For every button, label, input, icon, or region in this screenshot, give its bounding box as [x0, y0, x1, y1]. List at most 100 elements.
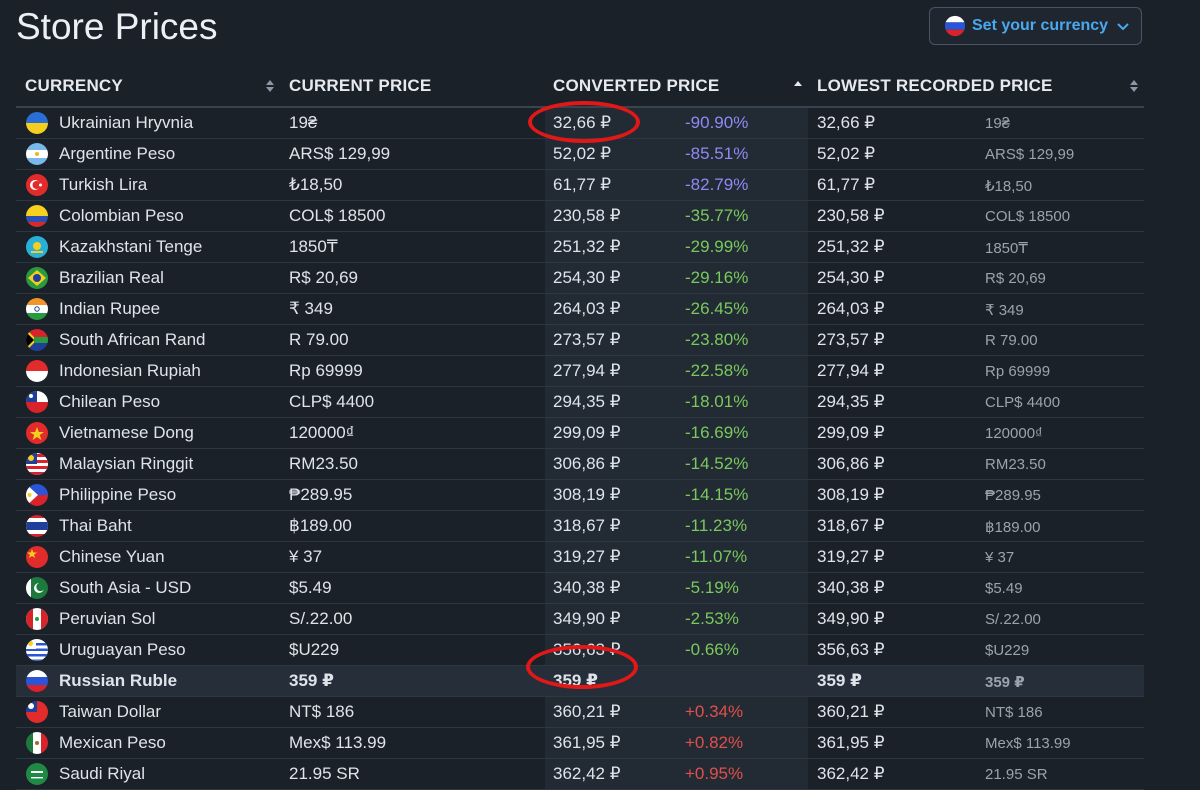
lowest-recorded-price: 251,32 ₽: [817, 237, 885, 256]
table-row[interactable]: Ukrainian Hryvnia 19₴ 32,66 ₽ -90.90% 32,66 …: [16, 108, 1144, 139]
converted-price: 362,42 ₽: [553, 764, 621, 783]
price-difference: +0.95%: [685, 764, 744, 783]
table-row[interactable]: Vietnamese Dong 120000₫ 299,09 ₽ -16.69% 299…: [16, 418, 1144, 449]
current-price: ¥ 37: [289, 547, 323, 566]
russia-flag-icon: [944, 15, 966, 37]
current-price: ARS$ 129,99: [289, 144, 391, 163]
converted-price: 52,02 ₽: [553, 144, 612, 163]
table-row[interactable]: Brazilian Real R$ 20,69 254,30 ₽ -29.16% 254…: [16, 263, 1144, 294]
lowest-original-price: 120000₫: [985, 425, 1043, 442]
table-row[interactable]: Argentine Peso ARS$ 129,99 52,02 ₽ -85.51% 5…: [16, 139, 1144, 170]
table-row[interactable]: Colombian Peso COL$ 18500 230,58 ₽ -35.77% 2…: [16, 201, 1144, 232]
argentina-flag-icon: [26, 143, 48, 165]
price-difference: -11.23%: [685, 516, 748, 535]
current-price: 120000₫: [289, 423, 355, 442]
table-row[interactable]: Malaysian Ringgit RM23.50 306,86 ₽ -14.52% 3…: [16, 449, 1144, 480]
price-difference: -11.07%: [685, 547, 748, 566]
currency-name: Brazilian Real: [59, 268, 164, 287]
table-row[interactable]: Peruvian Sol S/.22.00 349,90 ₽ -2.53% 349,90…: [16, 604, 1144, 635]
lowest-recorded-price: 32,66 ₽: [817, 113, 876, 132]
current-price: COL$ 18500: [289, 206, 386, 225]
lowest-recorded-price: 308,19 ₽: [817, 485, 885, 504]
set-currency-button[interactable]: Set your currency: [929, 7, 1142, 45]
converted-price: 230,58 ₽: [553, 206, 621, 225]
lowest-recorded-price: 360,21 ₽: [817, 702, 885, 721]
price-difference: -85.51%: [685, 144, 749, 163]
price-difference: -14.52%: [685, 454, 749, 473]
saudi-arabia-flag-icon: [26, 763, 48, 785]
current-price: 1850₸: [289, 237, 338, 256]
currency-name: Kazakhstani Tenge: [59, 237, 203, 256]
lowest-recorded-price: 254,30 ₽: [817, 268, 885, 287]
vietnam-flag-icon: [26, 422, 48, 444]
currency-name: Thai Baht: [59, 516, 132, 535]
table-row[interactable]: Indonesian Rupiah Rp 69999 277,94 ₽ -22.58%…: [16, 356, 1144, 387]
table-row[interactable]: South Asia - USD $5.49 340,38 ₽ -5.19% 340,3…: [16, 573, 1144, 604]
price-difference: -5.19%: [685, 578, 739, 597]
taiwan-flag-icon: [26, 701, 48, 723]
currency-name: Indian Rupee: [59, 299, 161, 318]
price-difference: -29.99%: [685, 237, 749, 256]
table-row[interactable]: Indian Rupee ₹ 349 264,03 ₽ -26.45% 264,03 ₽…: [16, 294, 1144, 325]
column-header-converted-price[interactable]: CONVERTED PRICE: [553, 76, 720, 95]
sort-icon[interactable]: [1128, 78, 1140, 94]
philippines-flag-icon: [26, 484, 48, 506]
table-row[interactable]: Russian Ruble 359 ₽ 359 ₽ 359 ₽ 359 ₽: [16, 666, 1144, 697]
table-row[interactable]: Chinese Yuan ¥ 37 319,27 ₽ -11.07% 319,27 ₽ ¥…: [16, 542, 1144, 573]
converted-price: 340,38 ₽: [553, 578, 621, 597]
table-row[interactable]: South African Rand R 79.00 273,57 ₽ -23.80%…: [16, 325, 1144, 356]
converted-price: 349,90 ₽: [553, 609, 621, 628]
table-row[interactable]: Turkish Lira ₺18,50 61,77 ₽ -82.79% 61,77 ₽ ₺…: [16, 170, 1144, 201]
column-header-current-price[interactable]: CURRENT PRICE: [289, 76, 432, 95]
converted-price: 319,27 ₽: [553, 547, 621, 566]
price-difference: -29.16%: [685, 268, 749, 287]
lowest-original-price: $U229: [985, 642, 1030, 659]
lowest-original-price: ₺18,50: [985, 178, 1033, 195]
sort-icon[interactable]: [264, 78, 276, 94]
table-row[interactable]: Thai Baht ฿189.00 318,67 ₽ -11.23% 318,67 ₽ ฿…: [16, 511, 1144, 542]
sort-ascending-icon[interactable]: [792, 78, 804, 94]
price-difference: -23.80%: [685, 330, 749, 349]
currency-name: Taiwan Dollar: [59, 702, 162, 721]
currency-name: South African Rand: [59, 330, 206, 349]
column-header-lowest-recorded-price[interactable]: LOWEST RECORDED PRICE: [817, 76, 1053, 95]
converted-price: 61,77 ₽: [553, 175, 612, 194]
turkey-flag-icon: [26, 174, 48, 196]
table-row[interactable]: Uruguayan Peso $U229 356,63 ₽ -0.66% 356,63 …: [16, 635, 1144, 666]
table-row[interactable]: Chilean Peso CLP$ 4400 294,35 ₽ -18.01% 294,…: [16, 387, 1144, 418]
lowest-original-price: ARS$ 129,99: [985, 146, 1075, 163]
south-africa-flag-icon: [26, 329, 48, 351]
converted-price: 306,86 ₽: [553, 454, 621, 473]
currency-name: Chilean Peso: [59, 392, 161, 411]
currency-name: Chinese Yuan: [59, 547, 165, 566]
lowest-recorded-price: 306,86 ₽: [817, 454, 885, 473]
lowest-original-price: Rp 69999: [985, 363, 1051, 380]
lowest-recorded-price: 361,95 ₽: [817, 733, 885, 752]
lowest-original-price: ¥ 37: [985, 549, 1015, 566]
price-difference: -90.90%: [685, 113, 749, 132]
lowest-recorded-price: 61,77 ₽: [817, 175, 876, 194]
current-price: RM23.50: [289, 454, 358, 473]
currency-name: Malaysian Ringgit: [59, 454, 194, 473]
current-price: Mex$ 113.99: [289, 733, 387, 752]
table-row[interactable]: Philippine Peso ₱289.95 308,19 ₽ -14.15% 308…: [16, 480, 1144, 511]
table-row[interactable]: Saudi Riyal 21.95 SR 362,42 ₽ +0.95% 362,42 …: [16, 759, 1144, 790]
lowest-original-price: Mex$ 113.99: [985, 735, 1071, 752]
current-price: 19₴: [289, 113, 318, 132]
store-prices-table: CURRENCY CURRENT PRICE CONVERTED PRICE L…: [16, 68, 1144, 790]
current-price: CLP$ 4400: [289, 392, 375, 411]
current-price: ₺18,50: [289, 175, 343, 194]
lowest-recorded-price: 273,57 ₽: [817, 330, 885, 349]
table-row[interactable]: Kazakhstani Tenge 1850₸ 251,32 ₽ -29.99% 251…: [16, 232, 1144, 263]
current-price: Rp 69999: [289, 361, 363, 380]
column-header-currency[interactable]: CURRENCY: [25, 76, 123, 95]
price-difference: -35.77%: [685, 206, 749, 225]
lowest-original-price: 359 ₽: [985, 674, 1025, 691]
current-price: NT$ 186: [289, 702, 355, 721]
converted-price: 318,67 ₽: [553, 516, 621, 535]
pakistan-flag-icon: [26, 577, 48, 599]
table-row[interactable]: Mexican Peso Mex$ 113.99 361,95 ₽ +0.82% 361…: [16, 728, 1144, 759]
table-row[interactable]: Taiwan Dollar NT$ 186 360,21 ₽ +0.34% 360,21…: [16, 697, 1144, 728]
price-difference: -82.79%: [685, 175, 749, 194]
lowest-recorded-price: 362,42 ₽: [817, 764, 885, 783]
